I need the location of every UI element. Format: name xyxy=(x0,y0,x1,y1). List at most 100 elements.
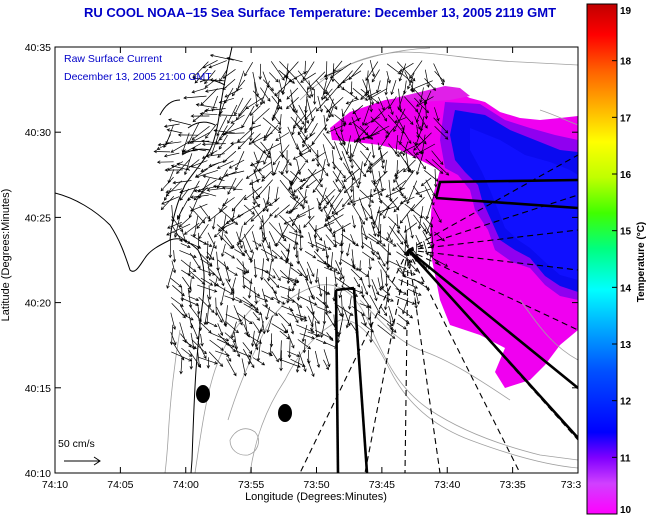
current-vector xyxy=(367,305,371,321)
current-vector xyxy=(307,205,312,220)
current-vector xyxy=(425,196,435,220)
current-vector xyxy=(389,225,404,245)
current-vector xyxy=(434,107,440,122)
current-vector xyxy=(371,69,380,83)
current-vector xyxy=(168,118,191,126)
x-tick-label: 73:50 xyxy=(303,479,329,491)
current-vector xyxy=(415,108,428,129)
current-vector xyxy=(405,258,418,272)
current-vector xyxy=(360,277,369,296)
current-vector xyxy=(191,339,207,355)
current-vector xyxy=(289,322,295,335)
y-tick-label: 40:20 xyxy=(25,298,51,310)
current-vector xyxy=(203,312,208,326)
current-vector xyxy=(202,174,225,182)
current-vector xyxy=(222,69,236,79)
current-vector xyxy=(261,248,278,259)
current-vector xyxy=(317,95,323,113)
current-vector xyxy=(422,222,432,237)
current-vector xyxy=(266,315,273,334)
scale-arrow xyxy=(64,456,101,466)
current-vector xyxy=(227,177,237,195)
current-vector xyxy=(191,126,210,141)
current-vector xyxy=(278,69,295,84)
current-vector xyxy=(333,297,343,317)
current-vector xyxy=(188,279,192,294)
current-vector xyxy=(270,61,285,81)
current-vector xyxy=(413,250,427,270)
current-vector xyxy=(341,132,346,146)
current-vector xyxy=(262,142,281,153)
current-vector xyxy=(323,195,335,209)
current-vector xyxy=(208,206,228,222)
current-vector xyxy=(388,96,397,110)
current-vector xyxy=(306,268,313,285)
current-vector xyxy=(170,164,191,171)
current-vector xyxy=(323,240,330,259)
current-vector xyxy=(331,161,346,179)
current-vector xyxy=(415,152,424,176)
current-vector xyxy=(268,231,277,247)
current-vector xyxy=(289,195,304,207)
current-vector xyxy=(314,350,321,369)
current-vector xyxy=(365,158,382,173)
current-vector xyxy=(350,322,359,335)
current-vector xyxy=(281,159,290,175)
current-vector xyxy=(237,225,243,246)
current-vector xyxy=(315,80,328,95)
current-vector xyxy=(225,213,244,224)
current-vector xyxy=(260,222,265,244)
current-vector xyxy=(228,159,245,169)
colorbar-tick-label: 11 xyxy=(620,453,631,464)
current-vector xyxy=(325,96,344,113)
current-vector xyxy=(308,222,323,241)
current-vector xyxy=(394,168,405,177)
current-vector xyxy=(366,89,382,98)
current-vector xyxy=(219,287,226,307)
current-vector xyxy=(242,270,246,290)
current-vector xyxy=(243,186,263,201)
current-vector xyxy=(267,260,272,282)
current-vector xyxy=(190,322,199,340)
current-vector xyxy=(360,88,380,104)
current-vector xyxy=(311,151,326,162)
current-vector xyxy=(299,333,315,340)
current-vector xyxy=(198,356,218,365)
current-vector xyxy=(324,341,338,349)
current-vector xyxy=(316,306,332,314)
current-vector xyxy=(325,124,346,134)
current-vector xyxy=(384,78,389,96)
current-vector xyxy=(199,112,218,116)
current-vector xyxy=(290,170,304,183)
current-vector xyxy=(156,140,173,150)
current-vector xyxy=(285,207,298,214)
current-vector xyxy=(278,222,285,239)
current-vector xyxy=(220,221,236,230)
current-vector xyxy=(350,152,354,169)
y-tick-label: 40:10 xyxy=(25,468,51,480)
current-vector xyxy=(302,134,308,148)
radar-station-marker xyxy=(196,385,210,403)
current-vector xyxy=(225,341,236,353)
current-vector xyxy=(193,185,218,193)
current-vector xyxy=(377,261,390,279)
current-vector xyxy=(388,260,407,270)
current-vector xyxy=(404,160,411,173)
current-vector xyxy=(303,60,307,75)
current-vector xyxy=(306,306,320,325)
current-vector xyxy=(290,267,303,277)
current-vector xyxy=(323,68,343,78)
current-vector xyxy=(287,188,299,199)
current-vector xyxy=(377,234,397,247)
current-vector xyxy=(243,323,250,338)
current-vector xyxy=(233,305,243,326)
current-vector xyxy=(323,349,331,368)
current-vector xyxy=(296,324,315,334)
current-vector xyxy=(296,159,302,176)
current-vector xyxy=(342,306,351,327)
current-vector xyxy=(360,225,365,250)
current-vector xyxy=(268,242,275,263)
current-vector xyxy=(195,169,218,179)
current-vector xyxy=(433,63,445,86)
current-vector xyxy=(317,277,323,298)
